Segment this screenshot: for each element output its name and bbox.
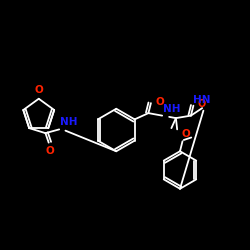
Text: O: O bbox=[197, 98, 205, 108]
Text: O: O bbox=[34, 85, 43, 95]
Text: NH: NH bbox=[60, 118, 77, 128]
Text: O: O bbox=[46, 146, 54, 156]
Text: O: O bbox=[182, 129, 191, 139]
Text: O: O bbox=[156, 97, 164, 107]
Text: NH: NH bbox=[163, 104, 180, 114]
Text: HN: HN bbox=[194, 95, 211, 105]
